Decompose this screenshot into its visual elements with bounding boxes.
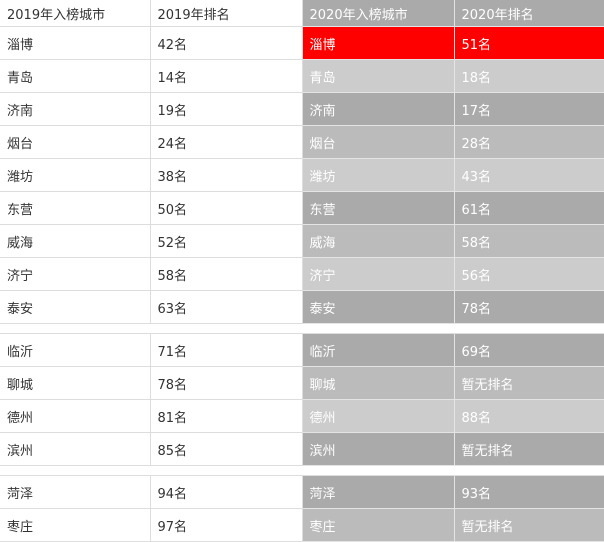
city-2019: 济宁 bbox=[0, 257, 151, 291]
city-2020: 威海 bbox=[301, 224, 455, 258]
city-2019: 枣庄 bbox=[0, 508, 151, 542]
rank-2020: 69名 bbox=[453, 333, 604, 367]
city-2020: 潍坊 bbox=[301, 158, 455, 192]
table-row: 德州 81名 德州 88名 bbox=[0, 399, 604, 433]
city-2019: 济南 bbox=[0, 92, 151, 126]
city-2019: 青岛 bbox=[0, 59, 151, 93]
rank-2019: 71名 bbox=[149, 333, 303, 367]
rank-2020: 28名 bbox=[453, 125, 604, 159]
table-row: 泰安 63名 泰安 78名 bbox=[0, 290, 604, 324]
city-2019: 烟台 bbox=[0, 125, 151, 159]
table-row: 济宁 58名 济宁 56名 bbox=[0, 257, 604, 291]
rank-2019: 97名 bbox=[149, 508, 303, 542]
header-row: 2019年入榜城市 2019年排名 2020年入榜城市 2020年排名 bbox=[0, 0, 604, 27]
city-2019: 东营 bbox=[0, 191, 151, 225]
city-2019: 淄博 bbox=[0, 26, 151, 60]
rank-2019: 81名 bbox=[149, 399, 303, 433]
header-city-2020: 2020年入榜城市 bbox=[301, 0, 455, 27]
separator bbox=[0, 323, 604, 334]
city-2019: 德州 bbox=[0, 399, 151, 433]
rank-2019: 24名 bbox=[149, 125, 303, 159]
city-2020: 德州 bbox=[301, 399, 455, 433]
table-row: 潍坊 38名 潍坊 43名 bbox=[0, 158, 604, 192]
city-2020: 青岛 bbox=[301, 59, 455, 93]
city-2019: 潍坊 bbox=[0, 158, 151, 192]
city-2019: 滨州 bbox=[0, 432, 151, 466]
rank-2019: 38名 bbox=[149, 158, 303, 192]
table-row: 青岛 14名 青岛 18名 bbox=[0, 59, 604, 93]
rank-2020: 暂无排名 bbox=[453, 508, 604, 542]
rank-2020: 88名 bbox=[453, 399, 604, 433]
table-row: 东营 50名 东营 61名 bbox=[0, 191, 604, 225]
city-2020: 东营 bbox=[301, 191, 455, 225]
rank-2020: 暂无排名 bbox=[453, 432, 604, 466]
city-2020: 滨州 bbox=[301, 432, 455, 466]
header-rank-2020: 2020年排名 bbox=[453, 0, 604, 27]
rank-2019: 19名 bbox=[149, 92, 303, 126]
city-2019: 临沂 bbox=[0, 333, 151, 367]
rank-2019: 52名 bbox=[149, 224, 303, 258]
table-row: 枣庄 97名 枣庄 暂无排名 bbox=[0, 508, 604, 542]
table-row: 淄博 42名 淄博 51名 bbox=[0, 26, 604, 60]
rank-2020: 18名 bbox=[453, 59, 604, 93]
header-city-2019: 2019年入榜城市 bbox=[0, 0, 151, 27]
rank-2019: 42名 bbox=[149, 26, 303, 60]
rank-2020: 43名 bbox=[453, 158, 604, 192]
rank-2019: 58名 bbox=[149, 257, 303, 291]
city-2020: 菏泽 bbox=[301, 475, 455, 509]
rank-2020: 58名 bbox=[453, 224, 604, 258]
rank-2019: 14名 bbox=[149, 59, 303, 93]
rank-2020: 51名 bbox=[453, 26, 604, 60]
city-2020: 临沂 bbox=[301, 333, 455, 367]
city-2020: 泰安 bbox=[301, 290, 455, 324]
city-2020: 济南 bbox=[301, 92, 455, 126]
rank-2019: 63名 bbox=[149, 290, 303, 324]
city-2019: 威海 bbox=[0, 224, 151, 258]
city-2020: 淄博 bbox=[301, 26, 455, 60]
table-row: 菏泽 94名 菏泽 93名 bbox=[0, 475, 604, 509]
rank-2020: 56名 bbox=[453, 257, 604, 291]
city-2019: 聊城 bbox=[0, 366, 151, 400]
rank-2020: 暂无排名 bbox=[453, 366, 604, 400]
rank-2020: 78名 bbox=[453, 290, 604, 324]
group-separator bbox=[0, 323, 604, 334]
table-row: 烟台 24名 烟台 28名 bbox=[0, 125, 604, 159]
table-row: 聊城 78名 聊城 暂无排名 bbox=[0, 366, 604, 400]
rank-2019: 94名 bbox=[149, 475, 303, 509]
table-row: 临沂 71名 临沂 69名 bbox=[0, 333, 604, 367]
table-row: 滨州 85名 滨州 暂无排名 bbox=[0, 432, 604, 466]
rank-2019: 50名 bbox=[149, 191, 303, 225]
rank-2019: 78名 bbox=[149, 366, 303, 400]
city-2019: 泰安 bbox=[0, 290, 151, 324]
city-2019: 菏泽 bbox=[0, 475, 151, 509]
rank-2020: 17名 bbox=[453, 92, 604, 126]
group-separator bbox=[0, 465, 604, 476]
separator bbox=[0, 465, 604, 476]
table-row: 威海 52名 威海 58名 bbox=[0, 224, 604, 258]
table-row: 济南 19名 济南 17名 bbox=[0, 92, 604, 126]
city-2020: 烟台 bbox=[301, 125, 455, 159]
rank-2019: 85名 bbox=[149, 432, 303, 466]
city-2020: 济宁 bbox=[301, 257, 455, 291]
rank-2020: 93名 bbox=[453, 475, 604, 509]
rank-2020: 61名 bbox=[453, 191, 604, 225]
city-2020: 聊城 bbox=[301, 366, 455, 400]
city-2020: 枣庄 bbox=[301, 508, 455, 542]
header-rank-2019: 2019年排名 bbox=[149, 0, 303, 27]
